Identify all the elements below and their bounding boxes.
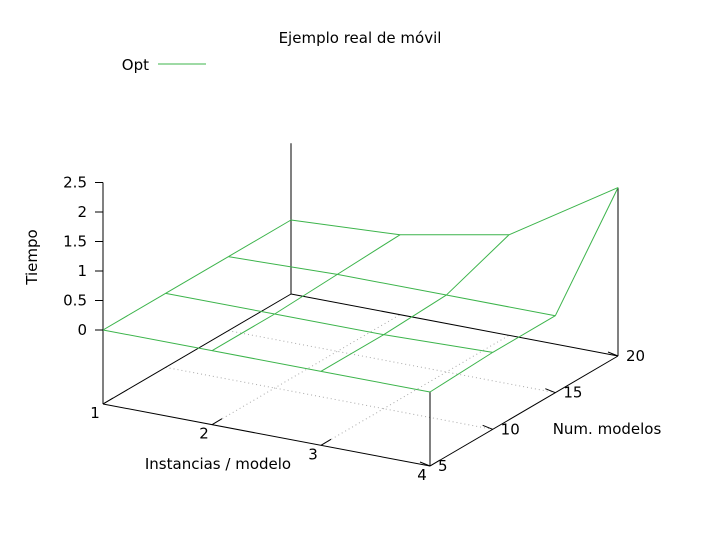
x-tick-label: 4 — [417, 466, 427, 484]
z-axis-label: Tiempo — [23, 229, 41, 285]
y-tick-mark — [545, 388, 556, 394]
y-tick-label: 5 — [438, 457, 448, 475]
y-tick-mark — [607, 351, 619, 357]
x-axis-line — [102, 403, 431, 467]
base-grid — [165, 314, 556, 446]
tick-labels: 1 2 3 4 5 10 15 20 0 0.5 1 1.5 2 2.5 — [63, 174, 645, 485]
surface-line — [165, 256, 229, 294]
axes-box — [102, 143, 619, 467]
surface-line — [102, 329, 213, 352]
surface-line — [102, 292, 166, 331]
legend-label-opt: Opt — [122, 56, 149, 74]
surface-line — [383, 294, 447, 336]
surface-line — [446, 294, 556, 317]
surface-line — [445, 234, 510, 296]
surface-line — [337, 273, 447, 296]
z-tick-label: 2.5 — [63, 174, 87, 192]
z-tick-label: 2 — [77, 203, 87, 221]
y-tick-label: 10 — [501, 420, 520, 438]
y-tick-label: 15 — [563, 384, 582, 402]
surface-line — [429, 351, 493, 393]
surface-line — [228, 256, 338, 275]
chart-title: Ejemplo real de móvil — [279, 29, 442, 47]
y-tick-mark — [482, 424, 493, 430]
surface-line — [211, 313, 275, 352]
x-tick-label: 3 — [308, 445, 318, 463]
surface-opt — [102, 187, 619, 393]
grid-line-x — [211, 314, 401, 426]
x-tick-mark — [429, 459, 441, 467]
z-tick-label: 0.5 — [63, 292, 87, 310]
z-tick-label: 1.5 — [63, 233, 87, 251]
x-tick-label: 1 — [90, 404, 100, 422]
y-axis-label: Num. modelos — [553, 420, 662, 438]
x-tick-mark — [211, 418, 223, 426]
surface-line — [554, 187, 619, 316]
surface-line — [383, 334, 493, 353]
z-tick-label: 1 — [77, 262, 87, 280]
y-tick-label: 20 — [626, 347, 645, 365]
surface-line — [211, 350, 322, 372]
z-tick-label: 0 — [77, 321, 87, 339]
x-tick-label: 2 — [199, 425, 209, 443]
y-axis-line — [429, 355, 619, 467]
base-edge-back-left — [102, 293, 292, 405]
surface-line — [492, 315, 556, 353]
surface-line — [508, 187, 619, 236]
surface-line — [274, 313, 384, 336]
x-tick-mark — [102, 397, 114, 405]
surface-line — [320, 370, 431, 393]
surface-line — [274, 273, 338, 315]
y-tick-mark — [419, 461, 431, 467]
grid-line-y — [165, 366, 493, 430]
x-tick-mark — [320, 438, 332, 446]
surface-line — [337, 234, 401, 275]
grid-line-x — [320, 334, 510, 446]
base-edge-back — [290, 293, 619, 357]
grid-line-y — [228, 330, 556, 394]
surface-line — [165, 292, 275, 315]
x-axis-label: Instancias / modelo — [145, 455, 291, 473]
surface-line — [290, 219, 401, 236]
surface-line — [320, 334, 384, 372]
surface-line — [228, 219, 292, 258]
